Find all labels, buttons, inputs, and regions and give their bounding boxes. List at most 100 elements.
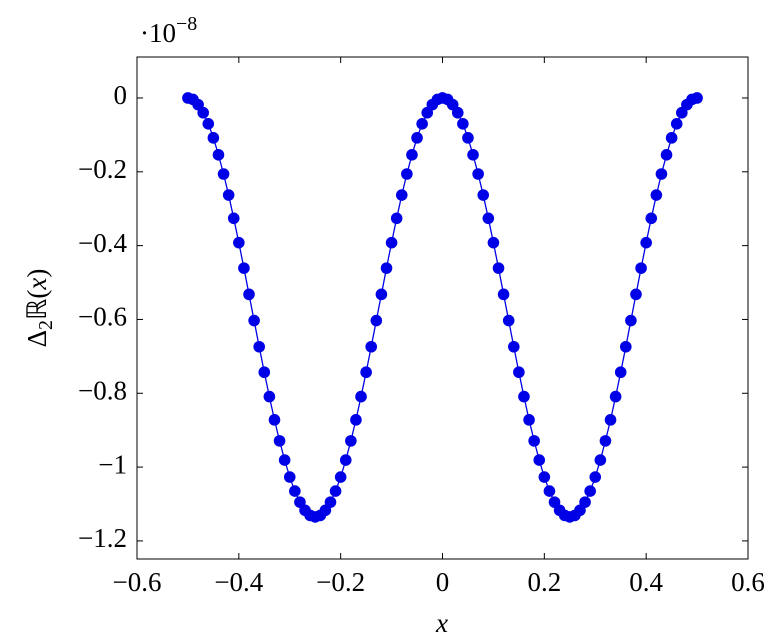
y-tick-label: −1.2	[78, 523, 127, 553]
data-point	[513, 366, 525, 379]
series-line	[187, 97, 698, 518]
data-point	[401, 168, 413, 180]
data-point	[365, 340, 378, 353]
data-point	[212, 149, 225, 161]
data-point	[243, 288, 255, 301]
data-point	[579, 496, 591, 508]
data-point	[416, 118, 428, 130]
data-point	[207, 132, 220, 144]
data-point	[233, 236, 245, 249]
data-point	[273, 435, 286, 447]
data-point	[202, 118, 215, 130]
y-label-part: Δ	[22, 330, 52, 347]
data-point	[258, 366, 271, 379]
data-point	[640, 236, 652, 249]
data-point	[502, 314, 515, 327]
data-point	[370, 314, 383, 327]
y-label-part: x	[22, 278, 52, 291]
x-tick-label: 0.2	[527, 567, 561, 597]
data-point	[350, 414, 362, 426]
y-label-part: )	[22, 269, 52, 278]
data-point	[385, 236, 398, 249]
data-point	[197, 106, 209, 119]
y-label-sub: 2	[35, 320, 57, 330]
data-point	[528, 435, 540, 447]
data-point	[462, 132, 474, 144]
data-point	[518, 390, 530, 403]
y-tick-label: −1	[98, 449, 127, 479]
y-tick-label: −0.4	[78, 228, 127, 258]
y-tick-label: 0	[114, 80, 128, 110]
data-point	[691, 92, 703, 104]
data-point	[406, 149, 418, 161]
y-tick-label: −0.2	[78, 154, 127, 184]
data-point	[395, 189, 408, 201]
data-point	[324, 496, 337, 508]
y-multiplier-base: ·10	[140, 18, 176, 48]
data-point	[594, 454, 607, 466]
data-point	[375, 288, 388, 301]
x-tick-label: 0.4	[629, 567, 663, 597]
data-point	[289, 485, 301, 497]
data-point	[457, 118, 469, 130]
data-point	[283, 471, 296, 483]
x-tick-label: 0	[436, 567, 450, 597]
data-point	[533, 454, 546, 466]
data-point	[523, 414, 535, 426]
data-point	[253, 340, 265, 353]
data-point	[543, 485, 556, 497]
data-point	[263, 390, 276, 403]
data-point	[227, 212, 240, 225]
y-label-part: ℝ(	[22, 290, 52, 320]
data-point	[238, 262, 250, 274]
data-point	[411, 132, 423, 144]
x-axis-label: x	[435, 608, 448, 638]
y-tick-label: −0.8	[78, 375, 127, 405]
plot-frame	[136, 56, 749, 560]
data-point	[472, 168, 484, 180]
data-point	[467, 149, 479, 161]
data-point	[507, 340, 520, 353]
data-point	[222, 189, 235, 201]
data-point	[645, 212, 658, 225]
x-tick-label: −0.4	[214, 567, 263, 597]
data-point	[355, 390, 367, 403]
y-multiplier-exponent: −8	[176, 13, 197, 35]
x-tick-label: −0.2	[316, 567, 365, 597]
data-point	[614, 366, 627, 379]
data-point	[329, 485, 342, 497]
data-point	[339, 454, 352, 466]
data-point	[268, 414, 281, 426]
data-point	[538, 471, 551, 483]
data-point	[380, 262, 393, 274]
data-point	[655, 168, 668, 180]
data-point	[360, 366, 372, 379]
data-point	[248, 314, 260, 327]
data-point	[584, 485, 596, 497]
data-point	[604, 414, 617, 426]
data-point	[660, 149, 673, 161]
data-point	[345, 435, 357, 447]
y-multiplier: ·10−8	[140, 13, 197, 49]
data-point	[609, 390, 622, 403]
data-point	[620, 340, 632, 353]
data-point	[497, 288, 510, 301]
data-point	[589, 471, 602, 483]
data-point	[492, 262, 505, 274]
data-point	[630, 288, 642, 301]
data-point	[482, 212, 495, 225]
data-point	[650, 189, 663, 201]
data-point	[665, 132, 678, 144]
data-point	[334, 471, 347, 483]
data-point	[217, 168, 230, 180]
y-axis-label: Δ2ℝ(x)	[22, 269, 56, 348]
data-point	[487, 236, 500, 249]
data-point	[451, 106, 464, 119]
x-tick-label: 0.6	[731, 567, 765, 597]
data-point	[670, 118, 683, 130]
data-point	[278, 454, 291, 466]
data-point	[599, 435, 612, 447]
data-point	[635, 262, 647, 274]
